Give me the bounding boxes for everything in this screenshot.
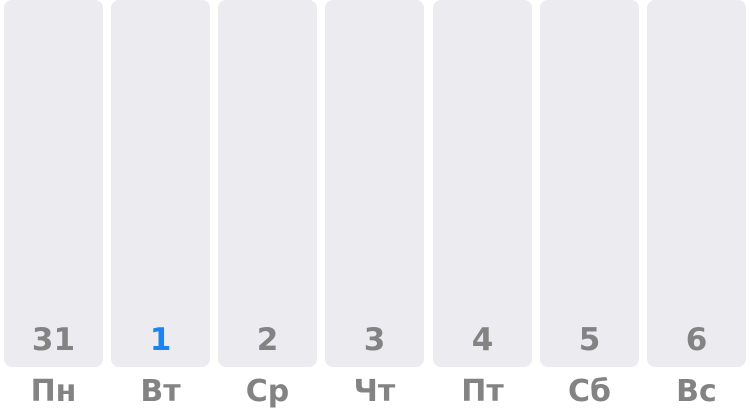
weekday-label: Сб (568, 374, 611, 409)
day-number: 5 (578, 322, 601, 358)
day-bar-fri[interactable]: 4 (433, 0, 532, 367)
weekday-label: Пн (30, 374, 77, 409)
day-number: 4 (471, 322, 494, 358)
weekday-label: Вт (140, 374, 181, 409)
day-number-today: 1 (149, 322, 172, 358)
day-number: 6 (685, 322, 708, 358)
day-bar-thu[interactable]: 3 (325, 0, 424, 367)
day-column-fri: 4 Пт (433, 0, 532, 413)
day-column-mon: 31 Пн (4, 0, 103, 413)
weekday-label: Пт (461, 374, 504, 409)
day-number: 31 (31, 322, 76, 358)
day-column-sat: 5 Сб (540, 0, 639, 413)
day-column-sun: 6 Вс (647, 0, 746, 413)
weekday-label: Вс (676, 374, 717, 409)
weekday-label: Чт (353, 374, 396, 409)
day-column-tue: 1 Вт (111, 0, 210, 413)
day-number: 2 (256, 322, 279, 358)
day-number: 3 (363, 322, 386, 358)
day-bar-wed[interactable]: 2 (218, 0, 317, 367)
day-bar-sun[interactable]: 6 (647, 0, 746, 367)
weekday-label: Ср (245, 374, 290, 409)
day-bar-tue[interactable]: 1 (111, 0, 210, 367)
day-bar-mon[interactable]: 31 (4, 0, 103, 367)
day-column-thu: 3 Чт (325, 0, 424, 413)
day-bar-sat[interactable]: 5 (540, 0, 639, 367)
day-column-wed: 2 Ср (218, 0, 317, 413)
